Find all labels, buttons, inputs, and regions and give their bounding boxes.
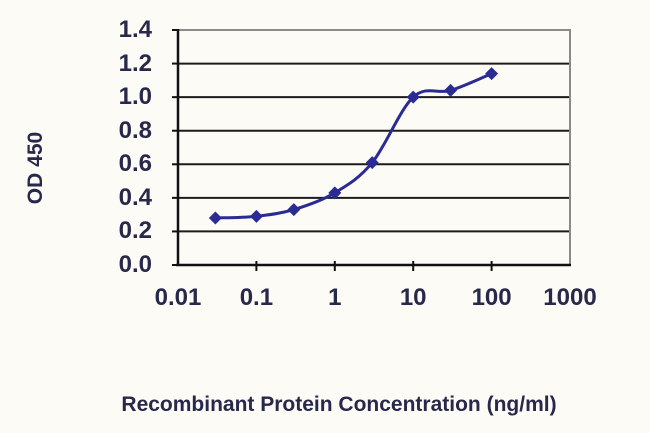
y-tick-label: 1.0	[118, 83, 152, 111]
y-tick-label: 1.2	[118, 49, 152, 77]
data-point-marker	[365, 156, 379, 170]
y-tick-label: 0.2	[118, 217, 152, 245]
x-tick-label: 1	[328, 284, 342, 311]
x-tick-label: 10	[399, 284, 427, 311]
data-point-marker	[406, 90, 420, 104]
y-tick-label: 0.4	[118, 183, 152, 211]
data-point-marker	[328, 186, 342, 200]
x-axis-title: Recombinant Protein Concentration (ng/ml…	[121, 393, 557, 416]
x-tick-label: 0.1	[239, 284, 274, 311]
data-point-marker	[485, 67, 499, 81]
data-point-marker	[287, 203, 301, 217]
y-axis-title: OD 450	[24, 131, 47, 205]
x-tick-label: 100	[471, 284, 512, 311]
x-tick-label: 0.01	[154, 284, 202, 311]
y-tick-label: 1.4	[118, 16, 152, 43]
data-point-marker	[208, 211, 222, 225]
data-point-marker	[249, 209, 263, 223]
x-tick-label: 1000	[543, 284, 597, 311]
y-tick-label: 0.0	[118, 251, 152, 278]
data-point-marker	[444, 83, 458, 97]
y-tick-label: 0.8	[118, 116, 152, 144]
y-tick-label: 0.6	[118, 150, 152, 178]
